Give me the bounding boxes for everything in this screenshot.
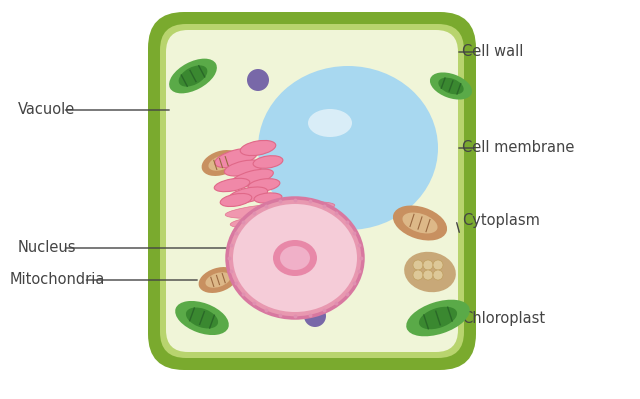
FancyBboxPatch shape <box>160 24 464 358</box>
Ellipse shape <box>240 140 276 156</box>
Ellipse shape <box>230 169 273 187</box>
Ellipse shape <box>233 232 333 248</box>
Ellipse shape <box>413 270 423 280</box>
Ellipse shape <box>234 222 334 238</box>
Ellipse shape <box>304 305 326 327</box>
Text: Cell membrane: Cell membrane <box>462 140 574 156</box>
Ellipse shape <box>205 272 230 288</box>
Ellipse shape <box>169 59 217 93</box>
Text: Chloroplast: Chloroplast <box>462 310 545 326</box>
Ellipse shape <box>233 204 357 312</box>
Ellipse shape <box>406 300 470 336</box>
Ellipse shape <box>247 69 269 91</box>
Ellipse shape <box>423 260 433 270</box>
Ellipse shape <box>433 270 443 280</box>
Ellipse shape <box>438 78 463 94</box>
Ellipse shape <box>258 66 438 230</box>
Ellipse shape <box>253 156 283 168</box>
Ellipse shape <box>175 301 229 335</box>
Ellipse shape <box>308 109 352 137</box>
Ellipse shape <box>179 65 207 87</box>
Text: Nucleus: Nucleus <box>18 241 77 255</box>
Ellipse shape <box>433 260 443 270</box>
FancyBboxPatch shape <box>166 30 458 352</box>
Text: Vacuole: Vacuole <box>18 103 76 117</box>
Ellipse shape <box>413 260 423 270</box>
Ellipse shape <box>430 73 472 100</box>
Ellipse shape <box>403 213 438 233</box>
Ellipse shape <box>214 178 250 192</box>
Text: Mitochondria: Mitochondria <box>10 273 106 288</box>
Ellipse shape <box>235 253 325 267</box>
Ellipse shape <box>228 187 268 203</box>
Ellipse shape <box>209 155 234 171</box>
Ellipse shape <box>186 308 218 328</box>
Ellipse shape <box>220 194 252 207</box>
Text: Cytoplasm: Cytoplasm <box>462 213 540 227</box>
Ellipse shape <box>280 246 310 270</box>
Ellipse shape <box>404 252 456 292</box>
Ellipse shape <box>198 267 237 293</box>
Ellipse shape <box>230 212 334 228</box>
Ellipse shape <box>254 193 282 203</box>
Ellipse shape <box>202 150 241 176</box>
Ellipse shape <box>248 179 280 192</box>
Ellipse shape <box>227 198 363 318</box>
Ellipse shape <box>225 201 335 219</box>
FancyBboxPatch shape <box>148 12 476 370</box>
Ellipse shape <box>423 270 433 280</box>
Ellipse shape <box>393 205 447 241</box>
Text: Cell wall: Cell wall <box>462 45 524 59</box>
Ellipse shape <box>273 240 317 276</box>
Ellipse shape <box>225 160 264 176</box>
Ellipse shape <box>214 148 257 168</box>
Ellipse shape <box>234 243 330 257</box>
Ellipse shape <box>419 307 457 329</box>
